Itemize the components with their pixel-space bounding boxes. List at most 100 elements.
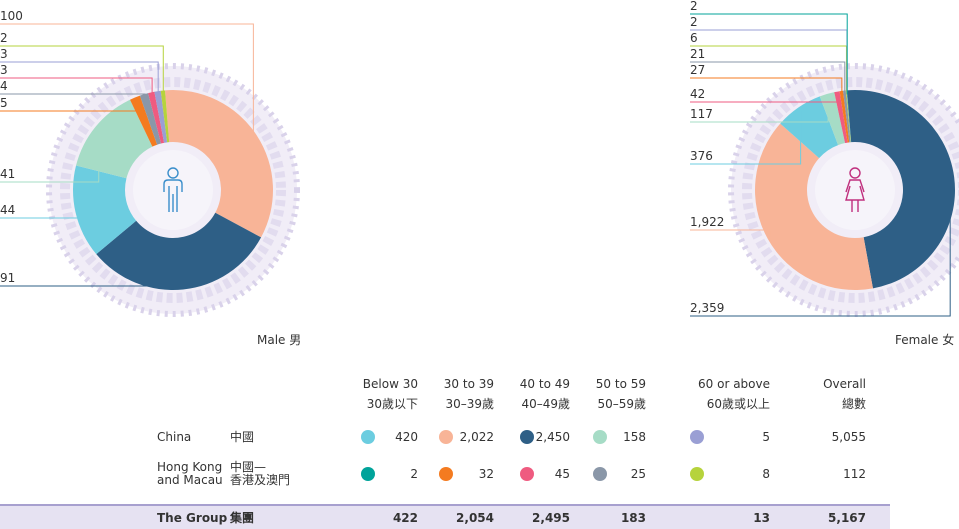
legend-dot xyxy=(361,467,375,481)
slice-label: 2 xyxy=(0,31,8,45)
slice xyxy=(96,212,262,290)
slice-label: 2 xyxy=(690,15,698,29)
row-label-zh: 中國 xyxy=(230,429,254,444)
icon-head xyxy=(167,167,179,179)
legend-dot xyxy=(439,430,453,444)
leader-line xyxy=(690,95,839,103)
column-header-zh: 50–59歲 xyxy=(597,397,646,411)
slice-label: 91 xyxy=(0,271,15,285)
slice xyxy=(780,96,839,159)
cell-value: 158 xyxy=(623,430,646,444)
cell-value: 8 xyxy=(762,467,770,481)
total-row-bg xyxy=(0,506,890,529)
slice-label: 1,922 xyxy=(690,215,724,229)
row-label: Hong Kong xyxy=(157,460,222,474)
cell-value: 5 xyxy=(762,430,770,444)
leader-line xyxy=(690,13,848,95)
leader-line xyxy=(0,101,137,112)
icon-body xyxy=(845,179,865,212)
legend-dot xyxy=(520,467,534,481)
slice-label: 376 xyxy=(690,149,713,163)
slice xyxy=(165,90,273,238)
legend-dot xyxy=(690,467,704,481)
slice xyxy=(846,90,852,143)
row-label: The Group xyxy=(157,511,228,525)
slice xyxy=(834,91,848,144)
legend-dot xyxy=(361,430,375,444)
center-disc xyxy=(133,150,213,230)
leader-line xyxy=(690,229,772,238)
row-label-zh: 香港及澳門 xyxy=(230,473,290,487)
column-header-zh: 40–49歲 xyxy=(521,397,570,411)
row-label: and Macau xyxy=(157,473,223,487)
person-icon xyxy=(845,167,865,212)
leader-line xyxy=(0,129,100,183)
chart-label: Male 男 xyxy=(257,333,301,347)
leader-line xyxy=(690,110,802,165)
row-label-zh: 集團 xyxy=(229,510,254,525)
slice xyxy=(148,91,165,144)
cell-value: 5,055 xyxy=(832,430,866,444)
slice xyxy=(755,123,873,290)
legend-dot xyxy=(520,430,534,444)
leader-line xyxy=(690,177,951,317)
row-label: China xyxy=(157,430,191,444)
legend-dot xyxy=(593,467,607,481)
legend-dot xyxy=(593,430,607,444)
slice-label: 6 xyxy=(690,31,698,45)
column-header-zh: 總數 xyxy=(842,396,866,411)
slice-label: 4 xyxy=(0,79,8,93)
cell-value: 112 xyxy=(843,467,866,481)
column-header-zh: 30–39歲 xyxy=(445,397,494,411)
leader-line xyxy=(0,23,254,138)
column-header: 60 or above xyxy=(698,377,770,391)
cell-value: 183 xyxy=(621,511,646,525)
slice xyxy=(819,92,846,146)
slice xyxy=(847,90,955,289)
column-header: Below 30 xyxy=(363,377,418,391)
slice-label: 42 xyxy=(690,87,705,101)
leader-line xyxy=(690,61,846,95)
slice-label: 21 xyxy=(690,47,705,61)
leader-line xyxy=(690,77,843,95)
slice-label: 3 xyxy=(0,63,8,77)
legend-dot xyxy=(690,430,704,444)
slice-label: 5 xyxy=(0,96,8,110)
column-header: Overall xyxy=(823,377,866,391)
row-label-zh: 中國— xyxy=(230,459,266,474)
column-header: 40 to 49 xyxy=(520,377,570,391)
icon-head xyxy=(849,167,861,179)
cell-value: 25 xyxy=(631,467,646,481)
cell-value: 2,495 xyxy=(532,511,570,525)
slice xyxy=(845,90,851,143)
cell-value: 13 xyxy=(753,511,770,525)
icon-body xyxy=(163,179,183,212)
slice-label: 3 xyxy=(0,47,8,61)
column-header: 30 to 39 xyxy=(444,377,494,391)
leader-line xyxy=(690,97,829,123)
slice xyxy=(846,90,852,143)
slice-label: 2 xyxy=(690,0,698,13)
column-header: 50 to 59 xyxy=(596,377,646,391)
cell-value: 2,054 xyxy=(456,511,494,525)
person-icon xyxy=(163,167,183,212)
cell-value: 32 xyxy=(479,467,494,481)
slice-label: 27 xyxy=(690,63,705,77)
column-header-zh: 60歲或以上 xyxy=(707,397,770,411)
chart-label: Female 女 xyxy=(895,332,954,347)
column-header-zh: 30歲以下 xyxy=(367,397,418,411)
slice-label: 117 xyxy=(690,107,713,121)
lace-inner xyxy=(60,77,286,303)
leader-line xyxy=(0,61,159,96)
slice-label: 44 xyxy=(0,203,15,217)
slice-label: 2,359 xyxy=(690,301,724,315)
slice xyxy=(154,90,168,143)
cell-value: 422 xyxy=(393,511,418,525)
cell-value: 2 xyxy=(410,467,418,481)
cell-value: 2,022 xyxy=(460,430,494,444)
legend-dot xyxy=(439,467,453,481)
slice-label: 41 xyxy=(0,167,15,181)
slice xyxy=(839,90,850,143)
cell-value: 45 xyxy=(555,467,570,481)
cell-value: 2,450 xyxy=(536,430,570,444)
